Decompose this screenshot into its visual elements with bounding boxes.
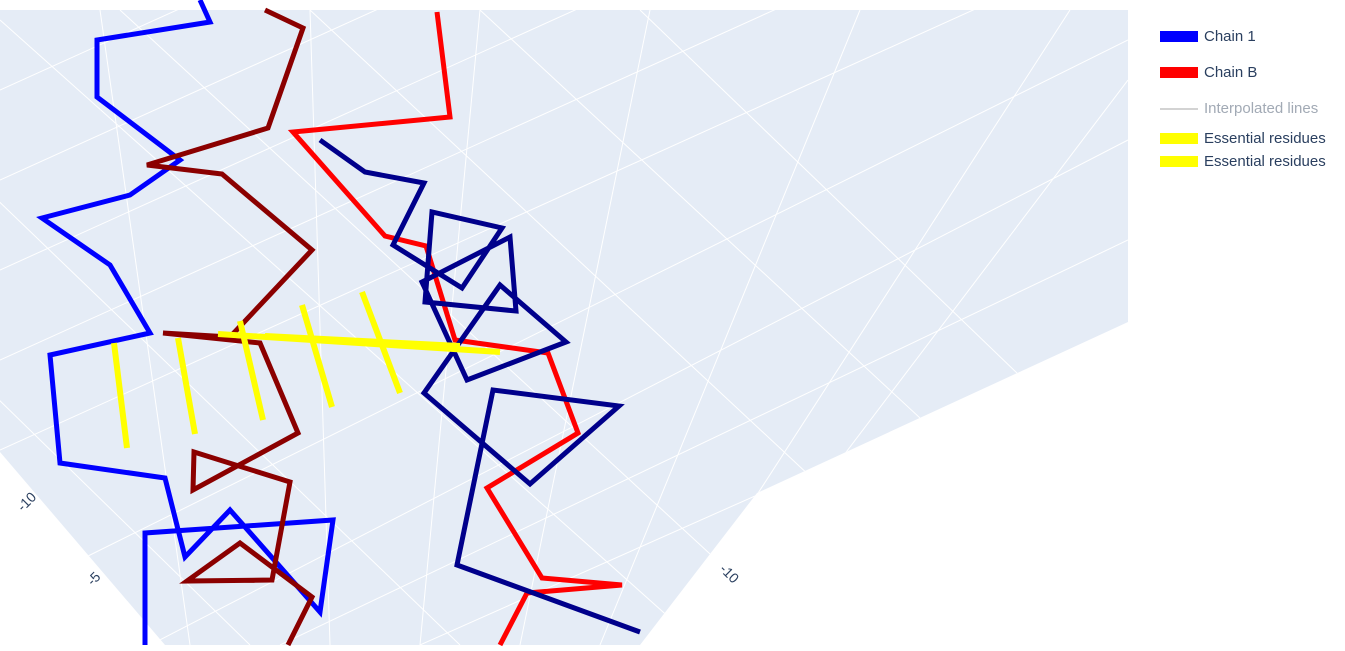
grid-line	[599, 10, 861, 645]
legend-label: Interpolated lines	[1204, 100, 1319, 117]
series-line-4[interactable]	[318, 137, 641, 635]
series-layer	[36, 0, 641, 647]
series-line-2[interactable]	[146, 7, 316, 647]
legend-label: Chain 1	[1204, 27, 1256, 45]
series-line-1[interactable]	[36, 0, 336, 645]
legend-item-chain-1[interactable]: Chain 1	[1160, 18, 1345, 54]
grid-line	[0, 0, 1128, 450]
grid-line	[309, 10, 901, 561]
legend-swatch	[1160, 107, 1198, 110]
grid-line	[519, 10, 651, 645]
legend-swatch	[1160, 133, 1198, 144]
legend-label: Essential residues	[1204, 130, 1326, 147]
grid-line	[0, 10, 1128, 181]
legend-item-interpolated-lines[interactable]: Interpolated lines	[1160, 90, 1345, 127]
series-line-3[interactable]	[287, 11, 623, 647]
tick-label-right-1: -10	[717, 561, 743, 587]
legend-item-essential-residues[interactable]: Essential residues	[1160, 127, 1345, 150]
grid-line	[279, 239, 1128, 645]
grid-line	[0, 10, 1128, 271]
legend-swatch	[1160, 66, 1198, 78]
legend-label: Essential residues	[1204, 153, 1326, 170]
essential-residue-segment[interactable]	[299, 304, 335, 408]
grid-line	[309, 10, 331, 645]
legend: Chain 1 Chain B Interpolated lines Essen…	[1160, 18, 1345, 173]
grid-line	[0, 10, 251, 645]
essential-residue-segment[interactable]	[175, 337, 198, 435]
tick-label-left-2: -5	[83, 568, 103, 588]
grid-line	[0, 10, 461, 645]
legend-swatch	[1160, 156, 1198, 167]
legend-label: Chain B	[1204, 63, 1258, 81]
legend-item-essential-residues-2[interactable]: Essential residues	[1160, 150, 1345, 173]
legend-swatch	[1160, 30, 1198, 42]
essential-residue-segment[interactable]	[111, 342, 130, 449]
scene-floor	[0, 10, 1128, 645]
grid-line	[149, 139, 1128, 645]
essential-residue-segment[interactable]	[264, 333, 461, 349]
legend-item-chain-b[interactable]: Chain B	[1160, 54, 1345, 90]
grid-line	[0, 10, 1128, 361]
scene-grid	[0, 0, 1128, 645]
